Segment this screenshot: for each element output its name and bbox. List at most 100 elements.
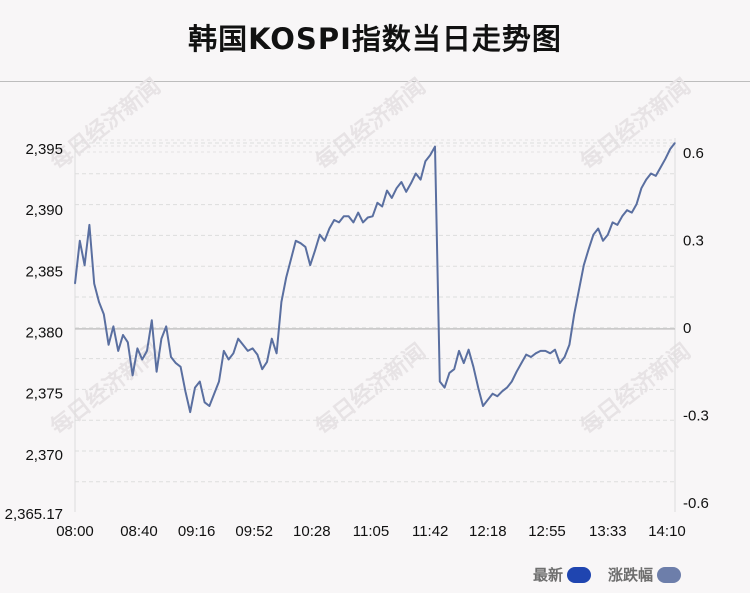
x-tick-label: 12:55 <box>528 523 566 540</box>
y-tick-label: 2,365.17 <box>5 506 63 523</box>
data-point <box>362 221 364 223</box>
data-point <box>477 387 479 389</box>
data-point <box>463 362 465 364</box>
data-point <box>189 411 191 413</box>
data-point <box>117 350 119 352</box>
legend-change[interactable]: 涨跌幅 <box>608 564 682 585</box>
data-point <box>645 179 647 181</box>
grid-layer <box>75 139 675 483</box>
data-point <box>592 234 595 236</box>
data-point <box>650 172 652 175</box>
data-point <box>213 393 215 395</box>
data-point <box>506 387 508 389</box>
data-point <box>448 372 450 374</box>
data-point <box>372 215 374 217</box>
data-point <box>602 240 604 242</box>
series-line <box>74 142 676 414</box>
data-point <box>511 380 513 383</box>
data-point <box>520 362 523 364</box>
axes-layer: 2,365.17 2,370 2,375 2,380 2,385 2,390 2,395 -0… <box>5 138 709 540</box>
x-tick-label: 09:16 <box>178 523 216 540</box>
data-point <box>439 380 441 383</box>
data-point <box>184 390 186 392</box>
data-point <box>242 344 244 346</box>
data-point <box>170 356 172 358</box>
data-point <box>568 344 571 346</box>
legend-change-label: 涨跌幅 <box>608 566 654 584</box>
y-tick-label: 2,395 <box>25 141 63 158</box>
data-point <box>112 325 114 327</box>
data-point <box>410 182 412 184</box>
data-point <box>357 212 359 214</box>
data-point <box>180 366 182 368</box>
data-point <box>482 405 484 407</box>
data-point <box>247 350 249 352</box>
data-point <box>535 352 537 354</box>
data-point <box>564 356 566 358</box>
data-point <box>136 347 138 349</box>
watermark-text: 每日经济新闻 <box>576 74 696 176</box>
data-point <box>621 215 623 217</box>
data-point <box>444 387 446 389</box>
data-point <box>578 289 580 291</box>
data-point <box>631 212 633 214</box>
data-point <box>271 338 273 340</box>
watermark-text: 每日经济新闻 <box>46 74 166 176</box>
x-tick-label: 11:42 <box>412 523 448 540</box>
data-point <box>276 352 278 354</box>
data-point <box>208 405 210 407</box>
data-point <box>204 401 206 403</box>
data-point <box>285 276 287 279</box>
data-point <box>261 368 263 370</box>
data-point <box>554 349 556 351</box>
data-point <box>501 390 503 392</box>
data-point <box>597 227 599 230</box>
y-tick-label: 2,375 <box>25 386 63 403</box>
data-point <box>664 158 667 160</box>
x-tick-label: 08:40 <box>120 523 158 540</box>
data-point <box>583 264 585 266</box>
data-point <box>415 172 417 175</box>
data-point <box>223 350 225 352</box>
y2-tick-label: 0.6 <box>683 145 704 162</box>
data-point <box>660 166 662 168</box>
x-tick-label: 13:33 <box>589 523 627 540</box>
data-point <box>228 358 230 361</box>
data-point <box>400 181 402 183</box>
data-point <box>640 187 643 189</box>
y2-tick-label: -0.6 <box>683 495 709 512</box>
data-point <box>290 258 292 260</box>
data-point <box>328 227 330 230</box>
data-point <box>295 240 297 242</box>
data-point <box>544 350 547 352</box>
data-point <box>84 264 86 266</box>
data-point <box>338 221 340 223</box>
data-point <box>122 334 124 336</box>
data-point <box>280 301 282 303</box>
data-point <box>194 387 196 389</box>
data-point <box>309 264 311 266</box>
data-point <box>98 301 100 303</box>
legend-latest[interactable]: 最新 <box>533 564 592 585</box>
data-point <box>300 242 302 244</box>
series-layer <box>74 142 676 414</box>
chart-title: 韩国KOSPI指数当日走势图 <box>188 22 562 56</box>
data-point <box>156 371 158 373</box>
data-point <box>674 142 676 144</box>
data-point <box>88 224 90 226</box>
y2-tick-label: 0 <box>683 320 691 337</box>
y-tick-label: 2,390 <box>25 202 63 219</box>
data-point <box>252 347 254 349</box>
y2-tick-label: 0.3 <box>683 233 704 250</box>
legend-change-swatch <box>657 566 682 583</box>
data-point <box>151 319 153 321</box>
data-point <box>352 221 354 223</box>
data-point <box>540 350 542 352</box>
data-point <box>232 352 234 354</box>
data-point <box>304 246 306 248</box>
data-point <box>93 283 95 285</box>
data-point <box>607 234 609 236</box>
data-point <box>612 221 614 223</box>
data-point <box>636 203 638 205</box>
